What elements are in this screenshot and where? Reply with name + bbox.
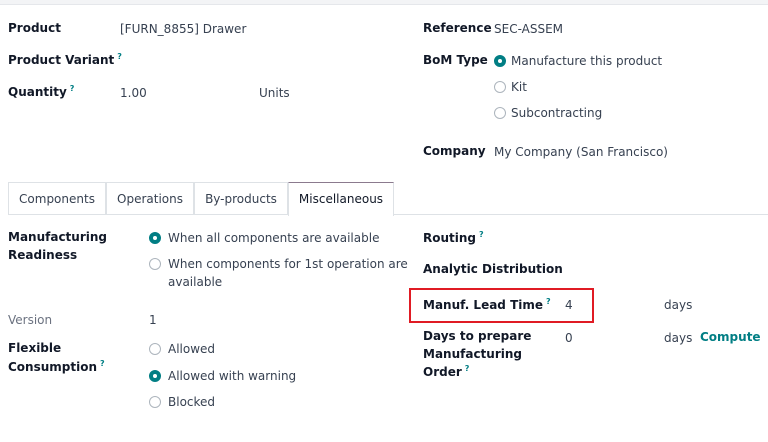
highlight-box xyxy=(409,288,594,323)
days-to-prepare-label-2: Manufacturing xyxy=(423,347,522,361)
flex-radio-warning[interactable] xyxy=(149,370,161,382)
company-label: Company xyxy=(423,144,486,158)
label-text: Consumption xyxy=(8,360,98,374)
product-label: Product xyxy=(8,21,61,35)
flex-option-label: Blocked xyxy=(168,395,216,409)
readiness-option-label-2: available xyxy=(168,275,223,289)
tab-by-products[interactable]: By-products xyxy=(194,182,288,215)
flex-radio-allowed[interactable] xyxy=(149,343,161,355)
uom-field[interactable]: Units xyxy=(259,86,290,100)
days-to-prepare-label-3: Order? xyxy=(423,364,469,379)
flex-option-label: Allowed with warning xyxy=(168,369,297,383)
bom-type-radio-kit[interactable] xyxy=(494,81,506,93)
bom-type-label: BoM Type xyxy=(423,53,488,67)
reference-label: Reference xyxy=(423,21,492,35)
days-to-prepare-field[interactable]: 0 xyxy=(565,331,573,345)
help-icon[interactable]: ? xyxy=(117,52,122,61)
days-to-prepare-unit: days xyxy=(664,331,693,345)
readiness-label: Manufacturing xyxy=(8,230,107,244)
lead-time-label: Manuf. Lead Time? xyxy=(423,297,551,312)
flex-option-label: Allowed xyxy=(168,342,216,356)
tab-miscellaneous[interactable]: Miscellaneous xyxy=(288,182,394,216)
bom-type-option-label: Subcontracting xyxy=(511,106,603,120)
flexible-consumption-label-2: Consumption? xyxy=(8,359,105,374)
quantity-field[interactable]: 1.00 xyxy=(120,86,147,100)
readiness-option-label: When components for 1st operation are xyxy=(168,257,408,271)
help-icon[interactable]: ? xyxy=(464,364,470,373)
label-text: Routing xyxy=(423,231,477,245)
label-text: Product Variant xyxy=(8,53,115,67)
help-icon[interactable]: ? xyxy=(69,84,75,93)
help-icon[interactable]: ? xyxy=(100,359,105,368)
label-text: Quantity xyxy=(8,85,67,99)
routing-label: Routing? xyxy=(423,230,484,245)
compute-button[interactable]: Compute xyxy=(700,330,761,344)
readiness-label-2: Readiness xyxy=(8,248,78,262)
quantity-label: Quantity? xyxy=(8,84,74,99)
lead-time-unit: days xyxy=(664,298,693,312)
version-value: 1 xyxy=(149,313,157,327)
tab-components[interactable]: Components xyxy=(8,182,106,215)
help-icon[interactable]: ? xyxy=(479,230,484,239)
days-to-prepare-label: Days to prepare xyxy=(423,329,532,343)
flex-radio-blocked[interactable] xyxy=(149,396,161,408)
flexible-consumption-label: Flexible xyxy=(8,341,62,355)
product-field[interactable]: [FURN_8855] Drawer xyxy=(120,22,247,36)
bom-type-option-label: Manufacture this product xyxy=(511,54,663,68)
bom-type-radio-manufacture[interactable] xyxy=(494,55,506,67)
product-variant-label: Product Variant? xyxy=(8,52,122,67)
tab-operations[interactable]: Operations xyxy=(106,182,194,215)
bom-type-radio-subcontracting[interactable] xyxy=(494,107,506,119)
label-text: Manuf. Lead Time xyxy=(423,298,544,312)
top-bar xyxy=(0,0,768,5)
readiness-radio-first-op[interactable] xyxy=(149,258,161,270)
analytic-distribution-label: Analytic Distribution xyxy=(423,262,563,276)
help-icon[interactable]: ? xyxy=(546,297,551,306)
bom-type-option-label: Kit xyxy=(511,80,527,94)
label-text: Order xyxy=(423,365,462,379)
readiness-option-label: When all components are available xyxy=(168,231,380,245)
readiness-radio-all[interactable] xyxy=(149,232,161,244)
version-label: Version xyxy=(8,313,53,327)
lead-time-field[interactable]: 4 xyxy=(565,298,573,312)
notebook-tabs: Components Operations By-products Miscel… xyxy=(8,182,768,216)
company-field[interactable]: My Company (San Francisco) xyxy=(494,145,668,159)
reference-field[interactable]: SEC-ASSEM xyxy=(494,22,564,36)
